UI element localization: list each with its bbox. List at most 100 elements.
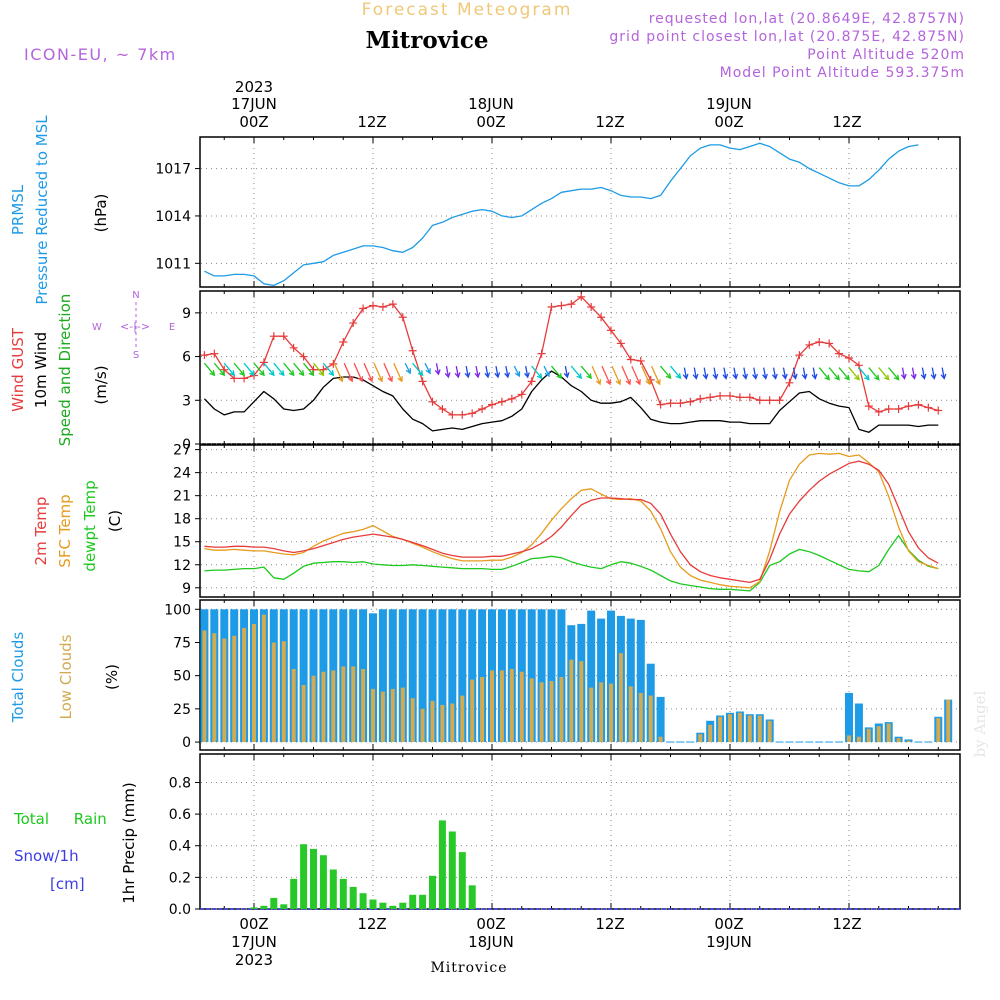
- wind-direction-arrow: [752, 367, 759, 380]
- low-cloud-bar: [618, 653, 623, 742]
- low-cloud-bar: [470, 679, 475, 742]
- y-tick-label: 100: [164, 602, 191, 618]
- total-cloud-bar: [547, 609, 556, 742]
- low-cloud-bar: [718, 716, 723, 742]
- bottom-label-hour: 00Z: [239, 915, 268, 933]
- low-cloud-bar: [648, 695, 653, 743]
- low-cloud-bar: [390, 688, 395, 742]
- wind-direction-arrow: [524, 365, 530, 379]
- bottom-label-day: 19JUN: [706, 933, 752, 951]
- gust-marker: [567, 300, 576, 309]
- rain-bar: [250, 907, 258, 909]
- gust-marker: [805, 340, 814, 349]
- wind-direction-arrow: [811, 367, 818, 380]
- top-label-hour: 12Z: [357, 113, 386, 131]
- wind-direction-arrow: [732, 367, 739, 380]
- low-cloud-bar: [311, 675, 316, 743]
- low-cloud-bar: [757, 715, 762, 742]
- wind-direction-arrow: [641, 365, 651, 386]
- wind-direction-arrow: [484, 365, 491, 379]
- gust-marker: [557, 301, 566, 310]
- product-title: Forecast Meteogram: [362, 0, 573, 20]
- pressure-label-prmsl: PRMSL: [9, 184, 27, 235]
- rain-bar: [438, 820, 446, 909]
- gust-marker: [577, 292, 586, 301]
- low-cloud-bar: [876, 726, 881, 742]
- y-tick-label: 1017: [155, 162, 191, 178]
- low-cloud-bar: [252, 623, 256, 742]
- wind-side-labels: Wind GUST 10m Wind Speed and Direction (…: [9, 290, 175, 446]
- gust-marker: [636, 356, 645, 365]
- pressure-label-msl: Pressure Reduced to MSL: [33, 115, 51, 305]
- rain-bar: [419, 894, 427, 909]
- low-cloud-bar: [549, 681, 554, 743]
- y-tick-label: 25: [173, 702, 191, 718]
- total-cloud-bar: [378, 609, 387, 742]
- total-cloud-bar: [468, 609, 477, 742]
- gust-marker: [815, 338, 824, 346]
- wind-direction-arrow: [313, 362, 325, 377]
- low-cloud-bar: [291, 669, 296, 742]
- temp-side-labels: 2m Temp SFC Temp dewpt Temp (C): [32, 480, 124, 571]
- total-cloud-bar: [418, 609, 427, 742]
- requested-coords: requested lon,lat (20.8649E, 42.8757N): [649, 11, 965, 27]
- rain-bar: [319, 855, 327, 909]
- wind-direction-arrow: [504, 365, 511, 379]
- wind-direction-arrow: [910, 367, 917, 380]
- y-tick-label: 50: [173, 669, 191, 685]
- y-tick-label: 75: [173, 635, 191, 651]
- bottom-label-hour: 12Z: [832, 915, 861, 933]
- total-cloud-bar: [388, 609, 397, 742]
- low-cloud-bar: [202, 630, 207, 742]
- gust-marker: [289, 343, 298, 352]
- low-cloud-bar: [371, 688, 375, 742]
- rain-bar: [349, 886, 357, 909]
- low-cloud-bar: [579, 661, 584, 743]
- compass-s: S: [133, 350, 139, 361]
- gust-marker: [785, 378, 794, 387]
- low-cloud-bar: [946, 699, 951, 743]
- pressure-panel: 1011 1014 1017: [155, 136, 961, 288]
- wind-direction-arrow: [283, 362, 295, 377]
- top-label-hour: 12Z: [595, 113, 624, 131]
- low-cloud-bar: [708, 724, 713, 743]
- gust-marker: [626, 355, 635, 364]
- gust-marker: [279, 332, 288, 341]
- wind-label-direction: Speed and Direction: [56, 294, 74, 447]
- precip-label-rain: Total Rain: [13, 810, 107, 828]
- gust-marker: [775, 396, 784, 405]
- rain-bar: [448, 831, 456, 909]
- wind-label-10m: 10m Wind: [32, 332, 50, 408]
- total-cloud-bar: [854, 703, 863, 742]
- pressure-side-labels: PRMSL Pressure Reduced to MSL (hPa): [9, 115, 110, 305]
- gust-marker: [378, 303, 387, 312]
- rain-bar: [399, 902, 407, 909]
- wind-direction-arrow: [393, 362, 403, 383]
- wind-direction-arrow: [570, 365, 583, 380]
- wind-direction-arrow: [722, 367, 729, 380]
- y-tick-label: 1014: [155, 209, 191, 225]
- total-cloud-bar: [527, 609, 536, 742]
- wind-direction-arrow: [878, 367, 890, 381]
- wind-direction-arrow: [781, 367, 788, 380]
- low-cloud-bar: [261, 614, 266, 742]
- low-cloud-bar: [301, 685, 306, 743]
- wind-direction-arrow: [233, 362, 245, 377]
- y-tick-label: 21: [173, 489, 191, 505]
- low-cloud-bar: [698, 734, 703, 743]
- wind-direction-arrow: [444, 365, 451, 379]
- low-cloud-bar: [400, 687, 405, 742]
- total-cloud-bar: [537, 609, 546, 742]
- y-tick-label: 27: [173, 443, 191, 459]
- 2m-temp-line: [204, 460, 939, 584]
- gust-marker: [726, 391, 734, 400]
- gust-marker: [269, 332, 278, 341]
- gust-marker: [339, 338, 348, 346]
- total-cloud-bar: [458, 609, 467, 742]
- low-cloud-bar: [628, 686, 633, 743]
- low-cloud-bar: [519, 671, 524, 743]
- total-cloud-bar: [597, 618, 606, 743]
- compass-e: E: [169, 322, 175, 333]
- wind-direction-arrow: [660, 365, 672, 380]
- gust-marker: [696, 394, 705, 403]
